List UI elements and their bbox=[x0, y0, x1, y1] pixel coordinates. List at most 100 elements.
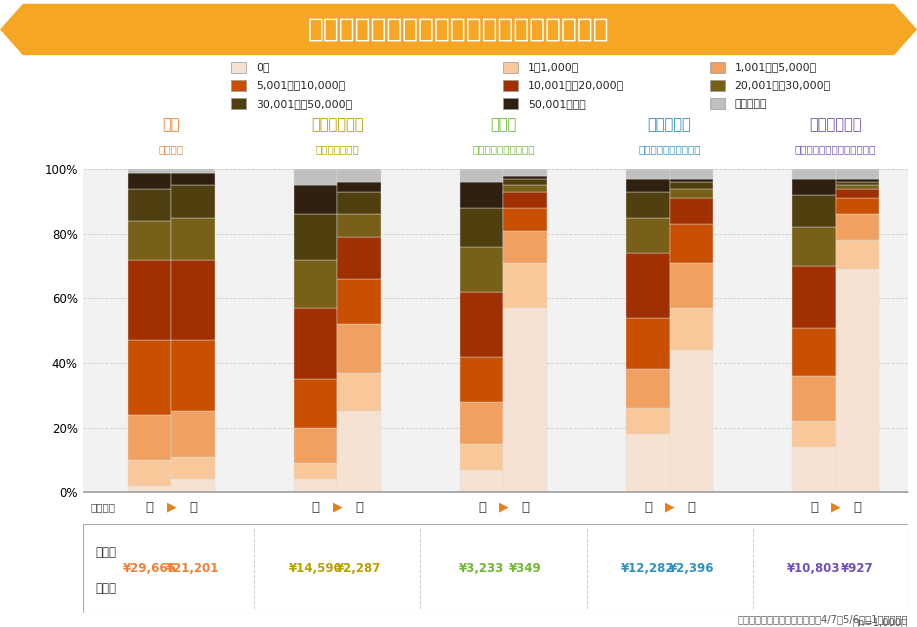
Bar bbox=[231, 98, 246, 110]
Bar bbox=[669, 198, 713, 224]
Bar bbox=[171, 172, 215, 186]
Bar bbox=[231, 80, 246, 92]
Bar bbox=[835, 240, 878, 270]
Text: （別居家族・友人との時間）: （別居家族・友人との時間） bbox=[795, 144, 877, 154]
Bar bbox=[460, 247, 503, 292]
Bar bbox=[503, 263, 547, 308]
Text: ¥29,665: ¥29,665 bbox=[123, 562, 177, 575]
Bar bbox=[626, 369, 669, 408]
Bar bbox=[792, 327, 835, 376]
Bar bbox=[626, 192, 669, 218]
Text: 自粛要請: 自粛要請 bbox=[91, 502, 116, 512]
Bar bbox=[835, 182, 878, 186]
Bar bbox=[710, 61, 724, 73]
Text: 前: 前 bbox=[312, 501, 320, 514]
Bar bbox=[294, 463, 337, 479]
Bar bbox=[835, 186, 878, 189]
Text: 趣味・娯楽費: 趣味・娯楽費 bbox=[311, 117, 364, 132]
Text: 後: 後 bbox=[687, 501, 695, 514]
Bar bbox=[792, 447, 835, 492]
Bar bbox=[503, 231, 547, 263]
Bar bbox=[128, 260, 171, 340]
Bar bbox=[835, 169, 878, 179]
Bar bbox=[128, 460, 171, 486]
Text: 前: 前 bbox=[644, 501, 652, 514]
Bar bbox=[128, 486, 171, 492]
Text: 前: 前 bbox=[478, 501, 486, 514]
Bar bbox=[626, 408, 669, 434]
Bar bbox=[337, 169, 381, 182]
Bar bbox=[460, 292, 503, 357]
Text: 20,001円～30,000円: 20,001円～30,000円 bbox=[735, 80, 831, 90]
Text: 10,001円～20,000円: 10,001円～20,000円 bbox=[528, 80, 624, 90]
Text: （食事）: （食事） bbox=[159, 144, 184, 154]
Text: （n=1,000）: （n=1,000） bbox=[853, 617, 908, 627]
Text: レジャー費: レジャー費 bbox=[647, 117, 691, 132]
Bar bbox=[669, 224, 713, 263]
Bar bbox=[128, 172, 171, 189]
Text: 外出自粛要請前と自粛期間中（4/7～5/6）の1ヶ月間比較: 外出自粛要請前と自粛期間中（4/7～5/6）の1ヶ月間比較 bbox=[737, 614, 908, 624]
Bar bbox=[171, 456, 215, 479]
Bar bbox=[337, 237, 381, 279]
Bar bbox=[626, 218, 669, 253]
Text: 平均値: 平均値 bbox=[95, 545, 116, 559]
Text: （同居家族との時間）: （同居家族との時間） bbox=[638, 144, 701, 154]
Bar bbox=[710, 98, 724, 110]
Text: 後: 後 bbox=[189, 501, 197, 514]
Bar bbox=[792, 421, 835, 447]
Bar bbox=[460, 402, 503, 444]
Bar bbox=[171, 411, 215, 456]
Bar bbox=[294, 379, 337, 428]
Bar bbox=[128, 414, 171, 460]
Bar bbox=[128, 340, 171, 414]
FancyBboxPatch shape bbox=[83, 524, 908, 613]
Bar bbox=[460, 182, 503, 208]
Bar bbox=[669, 263, 713, 308]
Bar bbox=[503, 169, 547, 176]
Bar bbox=[503, 176, 547, 179]
Text: 外出自粛要請による月あたり支出額の変化: 外出自粛要請による月あたり支出額の変化 bbox=[308, 16, 609, 43]
Bar bbox=[835, 214, 878, 240]
Bar bbox=[294, 260, 337, 308]
Bar bbox=[294, 479, 337, 492]
Bar bbox=[792, 169, 835, 179]
Text: ¥2,287: ¥2,287 bbox=[337, 562, 381, 575]
Bar bbox=[835, 189, 878, 198]
Bar bbox=[171, 186, 215, 218]
Text: ¥3,233: ¥3,233 bbox=[459, 562, 504, 575]
Text: ▶: ▶ bbox=[167, 501, 176, 514]
Text: 30,001円～50,000円: 30,001円～50,000円 bbox=[256, 98, 352, 108]
Bar bbox=[294, 428, 337, 463]
Bar bbox=[171, 218, 215, 260]
Text: 後: 後 bbox=[521, 501, 529, 514]
Bar bbox=[503, 61, 518, 73]
Bar bbox=[171, 260, 215, 340]
Bar bbox=[337, 324, 381, 372]
Text: 5,001円～10,000円: 5,001円～10,000円 bbox=[256, 80, 345, 90]
Text: （円）: （円） bbox=[95, 582, 116, 594]
Bar bbox=[460, 357, 503, 402]
Bar bbox=[460, 169, 503, 182]
Bar bbox=[337, 182, 381, 192]
Text: ¥21,201: ¥21,201 bbox=[166, 562, 220, 575]
Text: ¥12,282: ¥12,282 bbox=[621, 562, 675, 575]
Text: ▶: ▶ bbox=[665, 501, 674, 514]
Bar bbox=[503, 98, 518, 110]
Text: ▶: ▶ bbox=[499, 501, 508, 514]
Bar bbox=[337, 372, 381, 411]
Text: ¥14,590: ¥14,590 bbox=[289, 562, 343, 575]
Bar bbox=[294, 169, 337, 186]
Text: ¥349: ¥349 bbox=[509, 562, 541, 575]
Text: 1,001円～5,000円: 1,001円～5,000円 bbox=[735, 62, 817, 72]
Bar bbox=[337, 279, 381, 324]
Bar bbox=[669, 182, 713, 189]
Text: 前: 前 bbox=[146, 501, 154, 514]
Bar bbox=[835, 179, 878, 182]
Bar bbox=[503, 186, 547, 192]
Bar bbox=[669, 189, 713, 198]
Text: ¥2,396: ¥2,396 bbox=[668, 562, 713, 575]
Bar bbox=[626, 318, 669, 369]
Bar bbox=[669, 308, 713, 350]
Text: ¥10,803: ¥10,803 bbox=[788, 562, 841, 575]
Bar bbox=[460, 444, 503, 470]
